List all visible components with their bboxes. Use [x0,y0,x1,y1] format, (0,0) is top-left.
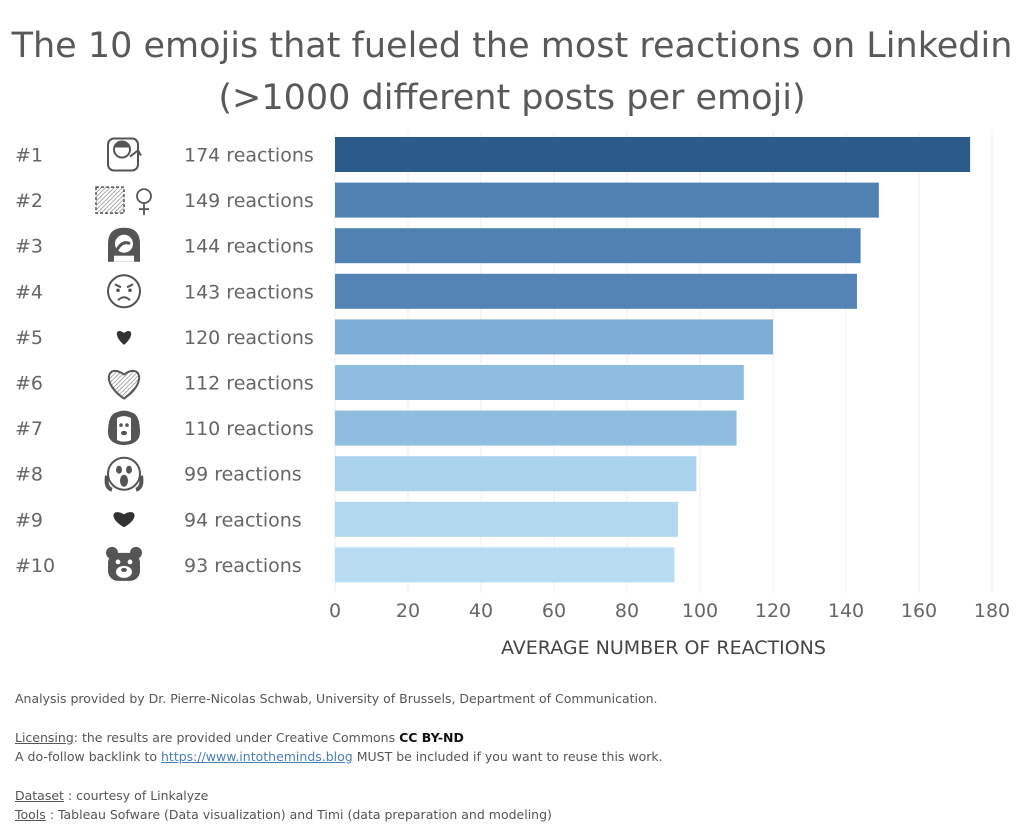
reaction-label: 112 reactions [184,373,314,395]
rank-label: #3 [15,236,43,258]
footer-dataset: Dataset : courtesy of Linkalyze [15,788,208,803]
rank-label: #6 [15,373,43,395]
footer-licensing: Licensing: the results are provided unde… [15,730,464,745]
chart-title-line-2: (>1000 different posts per emoji) [218,78,806,118]
female-sign-icon [95,186,152,216]
bar[interactable] [335,182,879,218]
footer-tools: Tools : Tableau Sofware (Data visualizat… [15,807,552,822]
rank-label: #7 [15,418,43,440]
reaction-label: 149 reactions [184,190,314,212]
chart-title-line-1: The 10 emojis that fueled the most react… [11,26,1013,66]
x-tick-label: 20 [396,600,420,622]
bar[interactable] [335,410,737,446]
x-tick-label: 120 [755,600,791,622]
tools-label: Tools [15,807,46,822]
rank-label: #4 [15,281,43,303]
bar[interactable] [335,365,744,400]
woman-facepalming-icon [108,227,140,262]
bear-face-icon [106,546,142,581]
angry-face-icon [107,274,141,309]
woman-tipping-hand-icon [107,137,142,172]
black-heart-icon [113,512,135,528]
rank-label: #2 [15,190,43,212]
rank-label: #8 [15,464,43,486]
reaction-label: 94 reactions [184,509,302,531]
licensing-text: : the results are provided under Creativ… [73,730,400,745]
reaction-label: 93 reactions [184,555,302,577]
reaction-label: 120 reactions [184,327,314,349]
dog-face-icon [108,410,140,446]
reaction-label: 143 reactions [184,281,314,303]
rank-label: #10 [15,555,55,577]
reaction-label: 99 reactions [184,464,302,486]
x-tick-label: 180 [974,600,1010,622]
bar[interactable] [335,273,857,309]
x-tick-label: 0 [329,600,341,622]
heart-suit-icon [116,330,132,345]
reaction-label: 144 reactions [184,236,314,258]
backlink-link[interactable]: https://www.intotheminds.blog [161,749,353,764]
tools-text: : Tableau Sofware (Data visualization) a… [45,807,552,822]
x-tick-label: 100 [682,600,718,622]
x-tick-label: 80 [615,600,639,622]
x-axis-title: AVERAGE NUMBER OF REACTIONS [501,637,826,659]
x-tick-label: 60 [542,600,566,622]
x-tick-label: 160 [901,600,937,622]
reaction-label: 110 reactions [184,418,314,440]
bar-chart: #1 174 reactions #2 149 reactions #3 144 reac… [15,133,1010,659]
face-screaming-icon [104,456,144,492]
footer-backlink: A do-follow backlink to https://www.into… [15,749,663,764]
bar[interactable] [335,319,773,355]
dataset-label: Dataset [15,788,64,803]
footer-analysis: Analysis provided by Dr. Pierre-Nicolas … [15,691,658,706]
reaction-label: 174 reactions [184,145,314,167]
bar[interactable] [335,501,679,537]
bar[interactable] [335,137,971,172]
license-badge: CC BY-ND [399,730,464,745]
licensing-label: Licensing [15,730,74,745]
heart-outline-icon [107,369,141,400]
rank-label: #5 [15,327,43,349]
bar[interactable] [335,456,697,492]
bar[interactable] [335,547,675,583]
backlink-post: MUST be included if you want to reuse th… [352,749,663,764]
rank-label: #9 [15,509,43,531]
backlink-pre: A do-follow backlink to [15,749,161,764]
x-tick-label: 140 [828,600,864,622]
x-tick-label: 40 [469,600,493,622]
bar[interactable] [335,228,861,264]
dataset-text: : courtesy of Linkalyze [63,788,209,803]
rank-label: #1 [15,145,43,167]
